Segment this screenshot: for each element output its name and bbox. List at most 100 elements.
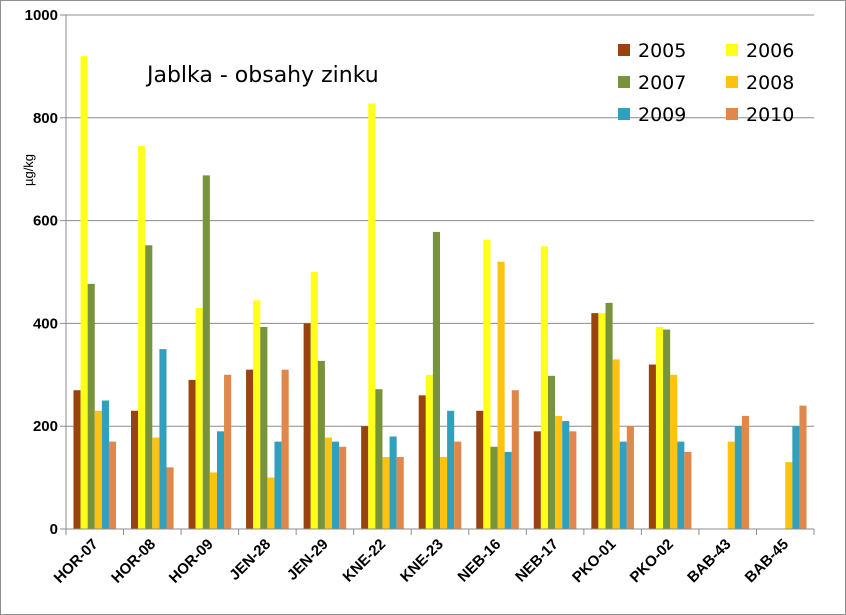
y-tick-label: 1000	[25, 7, 58, 24]
bar-jen-28-2008	[267, 477, 275, 529]
bar-neb-16-2008	[497, 261, 505, 529]
x-tick-label: HOR-07	[51, 536, 102, 587]
bar-neb-17-2010	[569, 431, 577, 529]
x-tick-label: BAB-43	[684, 536, 734, 586]
bar-kne-23-2005	[418, 395, 426, 529]
bar-pko-01-2006	[598, 313, 606, 529]
bar-neb-17-2005	[533, 431, 541, 529]
bar-jen-29-2006	[310, 272, 318, 529]
bar-hor-07-2006	[80, 56, 88, 530]
bar-pko-01-2010	[626, 426, 634, 529]
x-tick-label: BAB-45	[742, 536, 792, 586]
bars	[73, 56, 807, 530]
bar-kne-22-2005	[361, 426, 369, 529]
bar-hor-09-2008	[209, 472, 217, 529]
bar-kne-23-2008	[440, 457, 448, 529]
chart-title: Jablka - obsahy zinku	[145, 63, 379, 88]
y-tick-labels: 0 200 400 600 800 1000	[25, 7, 58, 538]
bar-hor-08-2007	[145, 245, 153, 529]
bar-neb-16-2010	[511, 390, 519, 529]
bar-jen-28-2007	[260, 326, 268, 529]
bar-kne-23-2009	[447, 410, 455, 529]
bar-neb-16-2009	[504, 451, 512, 529]
bar-hor-09-2007	[202, 175, 210, 530]
x-tick-label: NEB-17	[512, 536, 562, 586]
legend-label-2008: 2008	[746, 72, 794, 94]
x-tick-label: KNE-23	[397, 536, 447, 586]
bar-jen-29-2010	[339, 446, 347, 529]
y-tick-label: 0	[50, 521, 58, 538]
bar-kne-23-2007	[432, 231, 440, 529]
bar-hor-08-2006	[138, 146, 146, 529]
y-axis-label: µg/kg	[21, 154, 36, 186]
bar-pko-02-2005	[648, 364, 656, 529]
x-tick-label: HOR-09	[166, 536, 217, 587]
legend-label-2009: 2009	[638, 104, 686, 126]
bar-bab-45-2009	[792, 426, 800, 529]
x-tick-labels: HOR-07 HOR-08 HOR-09 JEN-28 JEN-29 KNE-22 KNE-…	[51, 536, 792, 587]
bar-pko-01-2009	[619, 441, 627, 529]
axes	[60, 14, 815, 535]
bar-bab-43-2010	[741, 415, 749, 529]
legend: 2005 2006 2007 2008 2009 2010	[618, 40, 794, 126]
bar-kne-22-2009	[389, 436, 397, 529]
bar-bab-45-2008	[785, 462, 793, 529]
legend-swatch-2008	[726, 76, 738, 88]
x-tick-label: JEN-29	[284, 536, 332, 584]
bar-bab-43-2008	[727, 441, 735, 529]
y-tick-label: 800	[33, 110, 58, 127]
bar-hor-08-2008	[152, 437, 160, 529]
legend-swatch-2010	[726, 108, 738, 120]
bar-jen-29-2007	[317, 360, 325, 529]
y-tick-label: 200	[33, 418, 58, 435]
legend-label-2010: 2010	[746, 104, 794, 126]
bar-pko-02-2010	[684, 451, 692, 529]
bar-hor-07-2010	[108, 441, 117, 529]
bar-jen-29-2005	[303, 323, 311, 529]
x-tick-label: PKO-02	[627, 536, 677, 586]
bar-hor-07-2007	[87, 283, 95, 529]
bar-pko-02-2006	[655, 326, 664, 529]
bar-pko-02-2008	[670, 374, 678, 529]
x-tick-label: NEB-16	[455, 536, 505, 586]
bar-bab-45-2010	[799, 405, 807, 529]
y-tick-label: 400	[33, 315, 58, 332]
legend-label-2007: 2007	[638, 72, 686, 94]
bar-hor-07-2008	[94, 410, 102, 529]
legend-label-2005: 2005	[638, 40, 686, 62]
bar-neb-16-2006	[483, 239, 491, 530]
bar-neb-17-2009	[562, 421, 570, 529]
bar-kne-22-2010	[396, 457, 404, 529]
legend-label-2006: 2006	[746, 40, 794, 62]
bar-bab-43-2009	[734, 426, 742, 529]
bar-hor-07-2009	[101, 400, 109, 529]
bar-neb-17-2008	[555, 415, 563, 529]
bar-pko-01-2007	[605, 302, 613, 529]
bar-jen-28-2010	[281, 369, 289, 529]
x-tick-label: JEN-28	[226, 536, 274, 584]
bar-neb-17-2006	[540, 246, 548, 530]
bar-jen-29-2008	[324, 437, 333, 529]
bar-kne-23-2006	[425, 374, 433, 529]
bar-hor-09-2005	[188, 379, 196, 529]
legend-swatch-2007	[618, 76, 630, 88]
bar-pko-02-2009	[677, 441, 685, 529]
x-tick-label: PKO-01	[569, 536, 619, 586]
legend-swatch-2005	[618, 44, 630, 56]
legend-swatch-2009	[618, 108, 630, 120]
bar-jen-29-2009	[332, 441, 340, 529]
x-tick-label: HOR-08	[108, 536, 159, 587]
y-tick-label: 600	[33, 213, 58, 230]
legend-swatch-2006	[726, 44, 738, 56]
bar-neb-16-2005	[476, 410, 484, 529]
bar-neb-17-2007	[547, 375, 556, 529]
bar-pko-01-2005	[591, 313, 599, 529]
bar-hor-08-2005	[131, 410, 139, 529]
bar-hor-09-2009	[216, 431, 225, 529]
bar-jen-28-2009	[274, 441, 282, 529]
bar-pko-01-2008	[612, 359, 620, 529]
bar-neb-16-2007	[490, 446, 498, 529]
bar-kne-23-2010	[454, 441, 462, 529]
bar-hor-07-2005	[73, 390, 81, 529]
